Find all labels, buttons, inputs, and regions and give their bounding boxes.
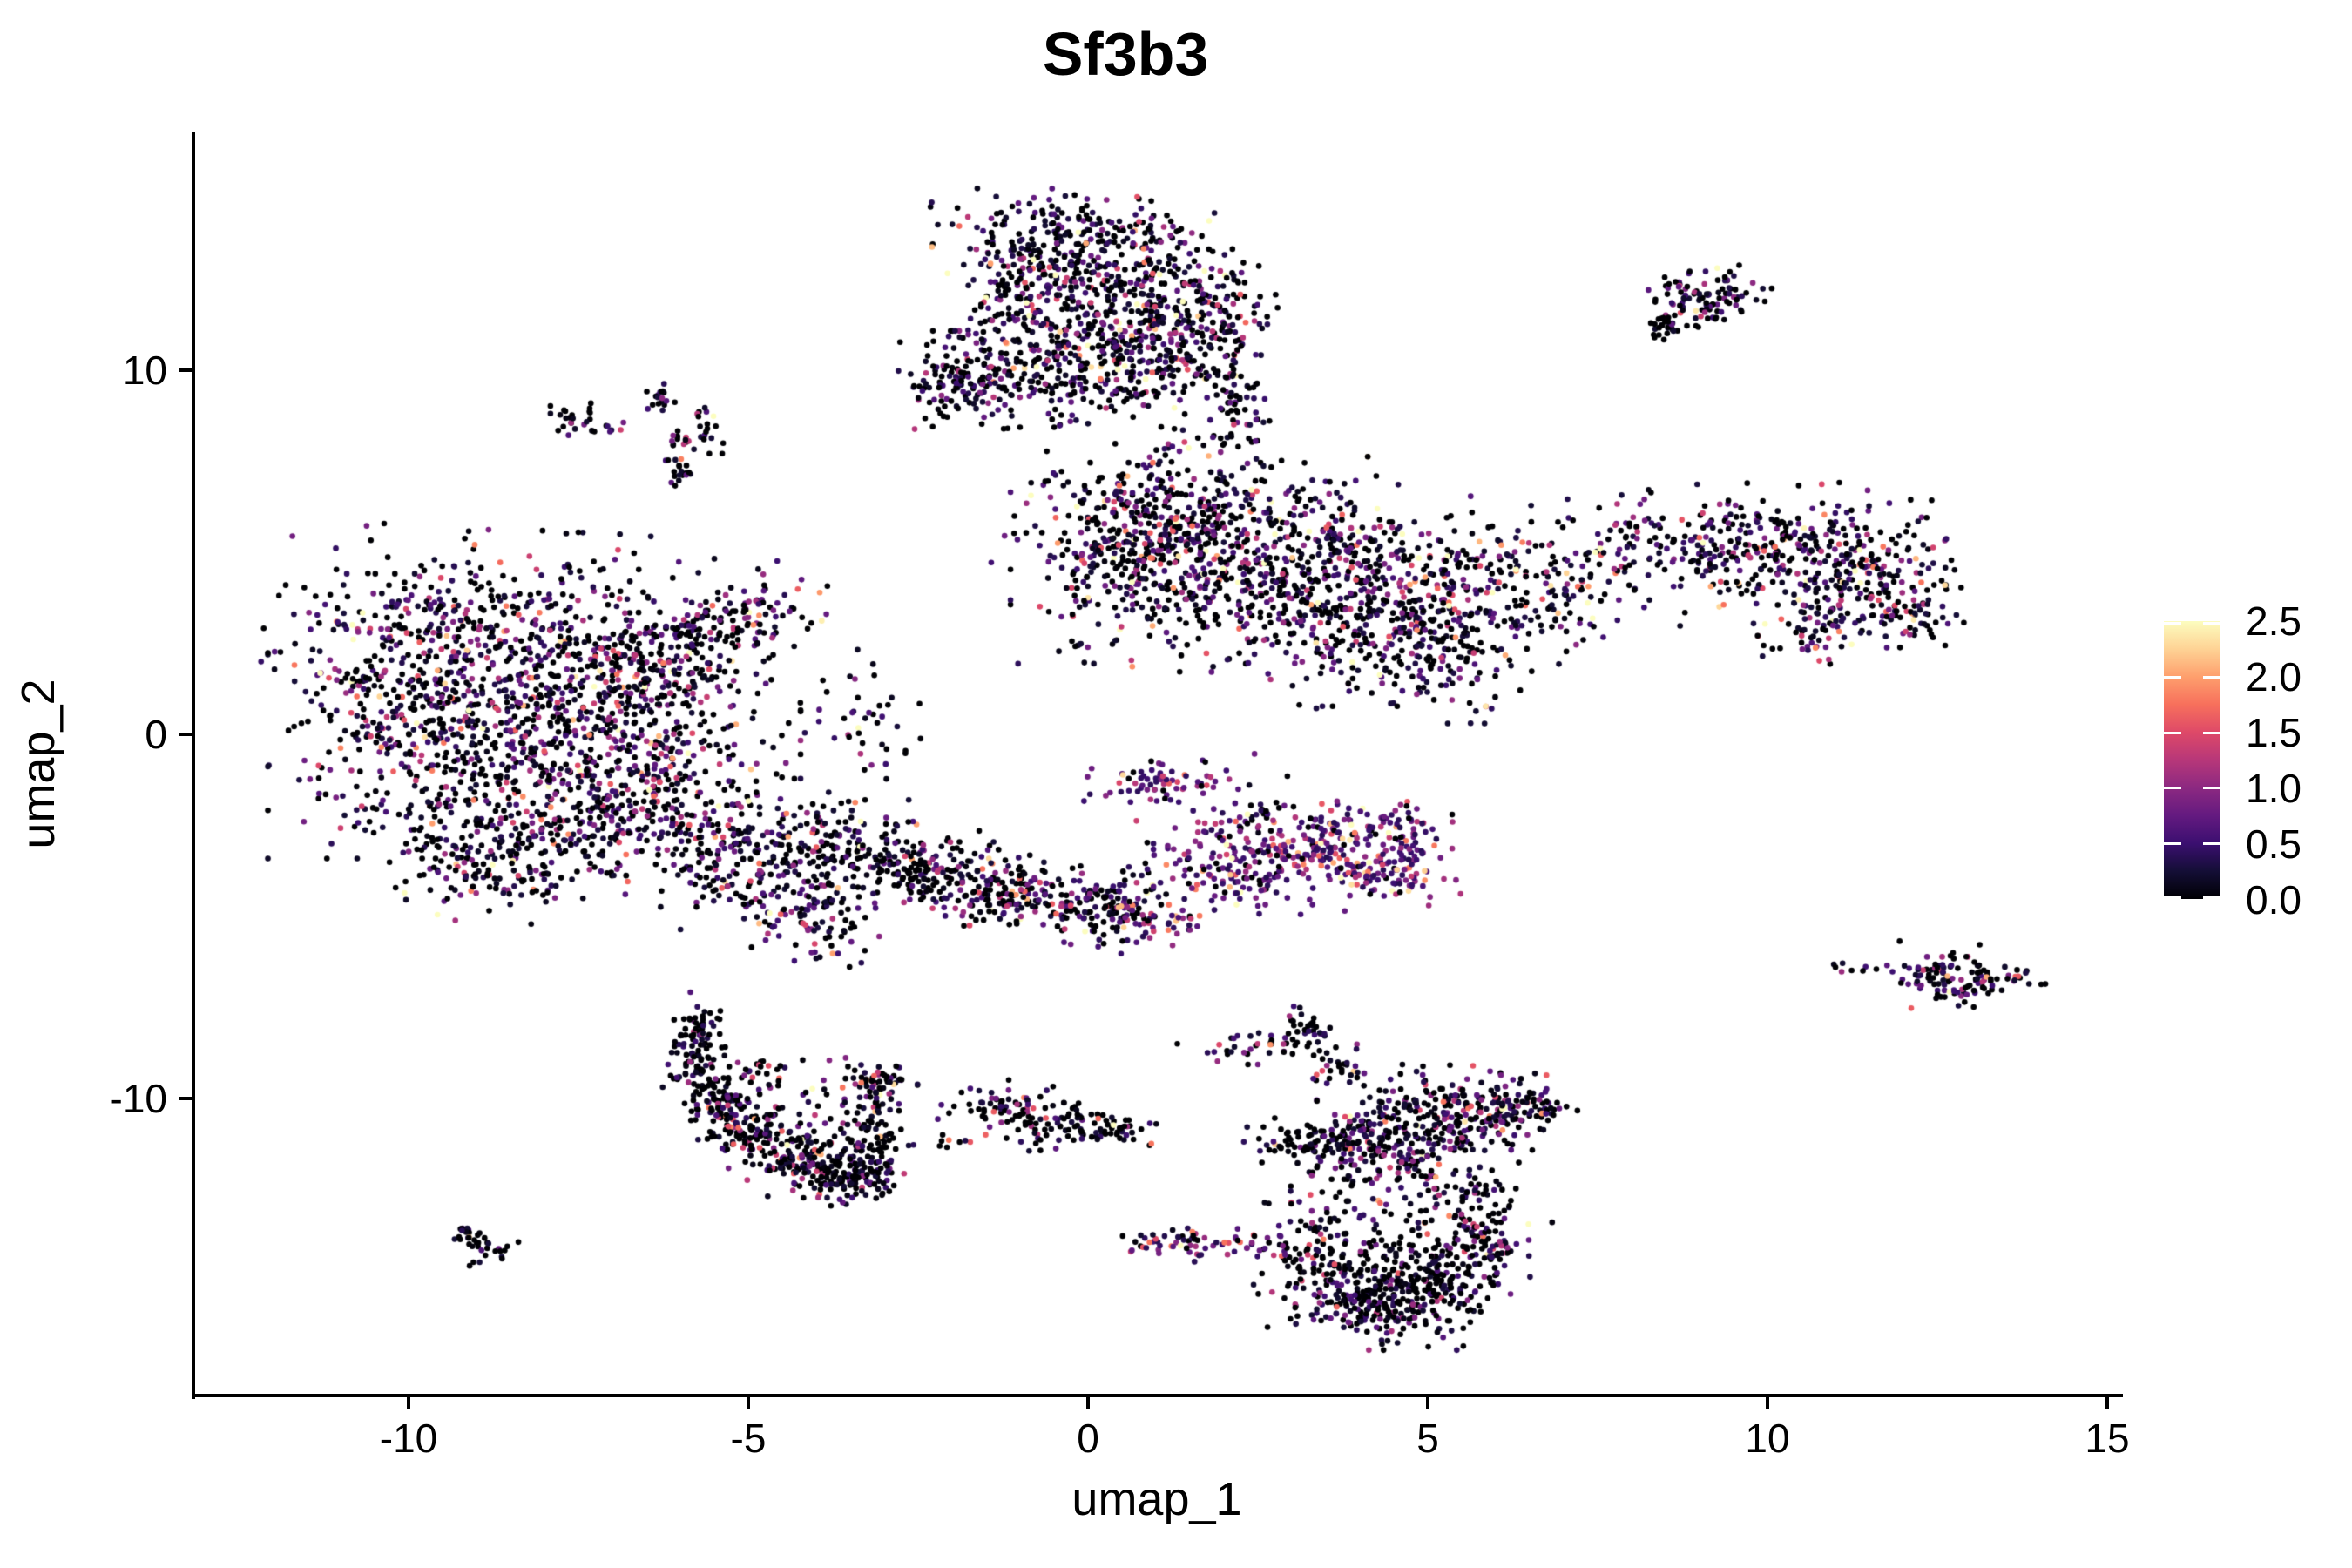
legend-tick-mark — [2203, 622, 2220, 625]
legend-tick-mark — [2203, 732, 2220, 734]
legend-tick-mark — [2164, 787, 2181, 789]
x-tick-mark — [2105, 1397, 2109, 1409]
y-tick-mark — [179, 733, 192, 736]
legend-tick-label: 1.5 — [2246, 710, 2301, 755]
x-tick-mark — [1426, 1397, 1429, 1409]
y-tick-mark — [179, 368, 192, 372]
x-tick-label: -10 — [379, 1416, 438, 1461]
legend-tick-mark — [2164, 676, 2181, 679]
legend-tick-label: 2.0 — [2246, 654, 2301, 700]
legend-tick-label: 0.0 — [2246, 877, 2301, 923]
legend-tick-mark — [2164, 732, 2181, 734]
legend-tick-mark — [2203, 842, 2220, 845]
legend-tick-mark — [2203, 896, 2220, 899]
x-tick-label: 10 — [1745, 1416, 1790, 1461]
x-tick-label: 15 — [2085, 1416, 2130, 1461]
legend-tick-mark — [2164, 896, 2181, 899]
legend-tick-label: 0.5 — [2246, 821, 2301, 867]
legend-tick-label: 2.5 — [2246, 598, 2301, 644]
x-axis-title: umap_1 — [1071, 1473, 1242, 1525]
y-tick-label: 10 — [122, 348, 167, 393]
expression-colorbar-legend — [2164, 621, 2220, 899]
y-tick-label: -10 — [109, 1076, 167, 1121]
colorbar-gradient — [2164, 621, 2220, 899]
x-tick-label: 0 — [1077, 1416, 1099, 1461]
x-tick-mark — [1086, 1397, 1090, 1409]
legend-tick-label: 1.0 — [2246, 766, 2301, 811]
x-tick-mark — [407, 1397, 410, 1409]
legend-tick-mark — [2164, 842, 2181, 845]
legend-tick-mark — [2164, 622, 2181, 625]
y-axis-line — [192, 132, 195, 1399]
x-axis-line — [192, 1394, 2123, 1397]
x-tick-label: 5 — [1416, 1416, 1439, 1461]
plot-title: Sf3b3 — [1042, 20, 1209, 88]
legend-tick-mark — [2203, 676, 2220, 679]
x-tick-mark — [747, 1397, 750, 1409]
x-tick-mark — [1766, 1397, 1769, 1409]
y-tick-label: 0 — [145, 712, 167, 757]
x-tick-label: -5 — [730, 1416, 767, 1461]
y-axis-title: umap_2 — [12, 679, 64, 849]
legend-tick-mark — [2203, 787, 2220, 789]
y-tick-mark — [179, 1097, 192, 1100]
